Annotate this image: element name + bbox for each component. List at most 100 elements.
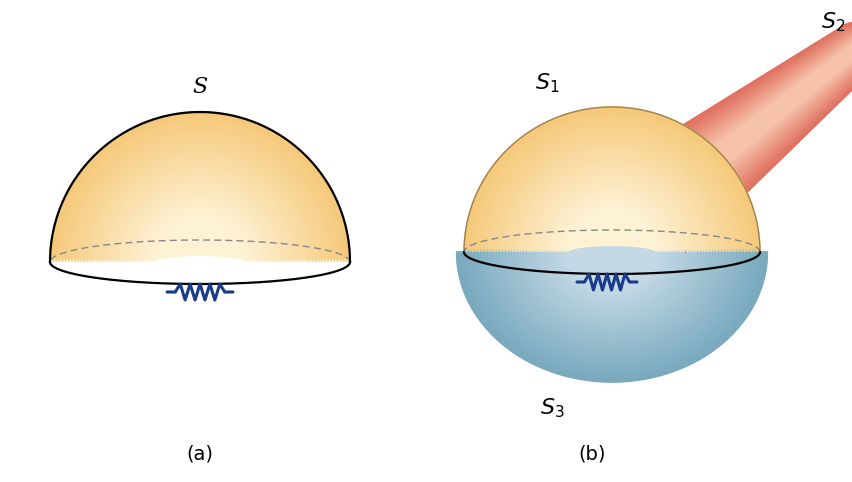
Polygon shape — [526, 240, 697, 323]
Polygon shape — [93, 155, 307, 262]
Polygon shape — [555, 197, 668, 252]
Text: $S_1$: $S_1$ — [534, 71, 559, 95]
Polygon shape — [634, 35, 852, 230]
Polygon shape — [540, 242, 682, 312]
Polygon shape — [136, 199, 263, 262]
Polygon shape — [489, 235, 734, 355]
Polygon shape — [142, 204, 257, 262]
Polygon shape — [640, 40, 852, 224]
Polygon shape — [625, 28, 852, 241]
Polygon shape — [72, 134, 328, 262]
Polygon shape — [567, 246, 654, 288]
Polygon shape — [564, 205, 659, 252]
Polygon shape — [619, 23, 852, 250]
Polygon shape — [618, 22, 852, 252]
Polygon shape — [53, 115, 347, 262]
Polygon shape — [531, 241, 692, 320]
Polygon shape — [644, 42, 852, 218]
Polygon shape — [497, 140, 726, 252]
Text: (a): (a) — [187, 445, 213, 464]
Polygon shape — [530, 173, 692, 252]
Polygon shape — [475, 119, 747, 252]
Polygon shape — [152, 214, 248, 262]
Polygon shape — [539, 182, 683, 252]
Polygon shape — [130, 192, 269, 262]
Polygon shape — [83, 146, 316, 262]
Polygon shape — [488, 131, 734, 252]
Polygon shape — [642, 41, 852, 220]
Polygon shape — [503, 146, 720, 252]
Polygon shape — [537, 179, 686, 252]
Polygon shape — [463, 107, 759, 252]
Polygon shape — [498, 236, 724, 347]
Polygon shape — [481, 125, 741, 252]
Polygon shape — [59, 121, 340, 262]
Polygon shape — [68, 131, 331, 262]
Polygon shape — [456, 230, 767, 382]
Polygon shape — [625, 27, 852, 243]
Text: $S_3$: $S_3$ — [539, 396, 564, 420]
Polygon shape — [96, 158, 303, 262]
Polygon shape — [506, 149, 717, 252]
Polygon shape — [484, 234, 739, 359]
Polygon shape — [112, 174, 288, 262]
Polygon shape — [620, 24, 852, 248]
Polygon shape — [630, 32, 852, 236]
Polygon shape — [118, 180, 282, 262]
Polygon shape — [512, 155, 711, 252]
Polygon shape — [115, 177, 285, 262]
Polygon shape — [121, 183, 279, 262]
Polygon shape — [622, 25, 852, 246]
Polygon shape — [81, 143, 319, 262]
Polygon shape — [87, 149, 313, 262]
Polygon shape — [470, 232, 752, 370]
Polygon shape — [50, 112, 349, 262]
Polygon shape — [567, 208, 656, 252]
Polygon shape — [467, 110, 756, 252]
Polygon shape — [512, 238, 711, 335]
Polygon shape — [535, 241, 688, 316]
Polygon shape — [503, 237, 720, 343]
Polygon shape — [561, 202, 662, 252]
Polygon shape — [140, 201, 260, 262]
Polygon shape — [479, 122, 744, 252]
Polygon shape — [627, 29, 852, 240]
Polygon shape — [533, 175, 689, 252]
Polygon shape — [507, 237, 716, 339]
Polygon shape — [543, 185, 680, 252]
Polygon shape — [469, 113, 753, 252]
Polygon shape — [636, 36, 852, 229]
Polygon shape — [124, 186, 275, 262]
Polygon shape — [108, 171, 291, 262]
Polygon shape — [550, 243, 673, 304]
Polygon shape — [485, 128, 738, 252]
Polygon shape — [545, 187, 677, 252]
Polygon shape — [500, 143, 722, 252]
Polygon shape — [456, 230, 767, 382]
Polygon shape — [516, 239, 706, 331]
Polygon shape — [558, 200, 665, 252]
Polygon shape — [521, 239, 701, 327]
Polygon shape — [102, 164, 297, 262]
Polygon shape — [515, 158, 707, 252]
Polygon shape — [465, 231, 757, 374]
Polygon shape — [50, 112, 349, 262]
Polygon shape — [509, 152, 713, 252]
Text: $S_2$: $S_2$ — [820, 10, 844, 34]
Text: S: S — [193, 76, 207, 98]
Polygon shape — [75, 137, 325, 262]
Polygon shape — [618, 22, 852, 252]
Polygon shape — [78, 140, 322, 262]
Polygon shape — [493, 235, 729, 351]
Polygon shape — [461, 231, 762, 378]
Polygon shape — [633, 34, 852, 232]
Polygon shape — [563, 245, 659, 292]
Polygon shape — [636, 37, 852, 227]
Polygon shape — [554, 244, 669, 300]
Polygon shape — [106, 168, 294, 262]
Polygon shape — [148, 211, 251, 262]
Polygon shape — [518, 161, 705, 252]
Polygon shape — [521, 164, 701, 252]
Polygon shape — [549, 190, 674, 252]
Polygon shape — [544, 242, 678, 308]
